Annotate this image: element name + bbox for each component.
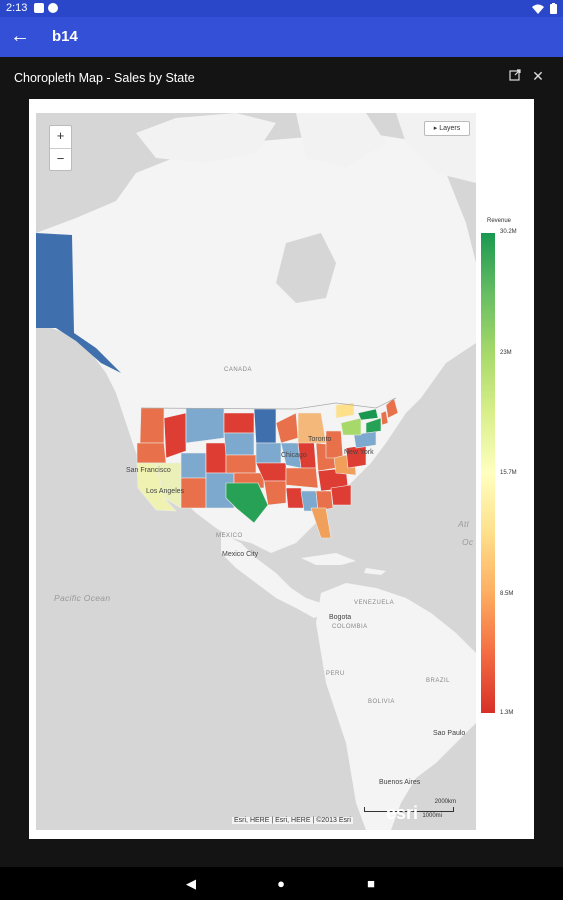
land-central-america [221, 533, 326, 618]
us-states [136, 397, 399, 539]
map-label-toronto: Toronto [308, 436, 332, 443]
open-external-icon[interactable] [505, 66, 525, 86]
panel-title: Choropleth Map - Sales by State [14, 71, 195, 85]
map-label-venezuela: VENEZUELA [354, 600, 395, 606]
android-nav-bar: ◀ ● ■ [0, 867, 563, 900]
scale-label-mi: 1000mi [422, 813, 442, 819]
state-alaska [36, 233, 121, 373]
wifi-icon [532, 4, 544, 14]
map-label-los-angeles: Los Angeles [146, 488, 185, 495]
legend-color-ramp [481, 233, 495, 713]
land-hudson-bay [276, 233, 336, 303]
legend-title: Revenue [487, 218, 512, 224]
map-label-ocean-partial: Oc [462, 537, 474, 547]
map-label-mexico: MEXICO [216, 533, 243, 539]
land-caribbean [301, 553, 386, 575]
map-attribution: Esri, HERE | Esri, HERE | ©2013 Esri [232, 817, 353, 824]
map-basemap [36, 113, 476, 830]
zoom-in-button[interactable]: + [56, 128, 65, 143]
map-label-bogota: Bogota [329, 614, 352, 621]
legend-tick-min: 1.3M [500, 710, 514, 716]
scale-bar: 2000km 1000mi [364, 799, 456, 825]
map-label-colombia: COLOMBIA [332, 624, 368, 630]
sync-icon [48, 3, 58, 13]
nav-home-icon[interactable]: ● [277, 876, 285, 891]
land-south-america [316, 583, 476, 830]
map-label-bolivia: BOLIVIA [368, 699, 395, 705]
map-label-new-york: New York [344, 449, 374, 456]
legend-tick-3: 15.7M [500, 470, 517, 476]
legend-tick-2: 23M [500, 350, 512, 356]
legend-tick-4: 8.5M [500, 591, 514, 597]
status-time: 2:13 [6, 2, 28, 14]
map-label-peru: PERU [326, 671, 345, 677]
map-label-canada: CANADA [224, 367, 253, 373]
app-bar: ← b14 [0, 17, 563, 57]
zoom-out-button[interactable]: − [50, 148, 71, 171]
map-label-atlantic-partial: Atl [458, 519, 469, 529]
map-label-buenos-aires: Buenos Aires [379, 779, 421, 786]
back-arrow-icon[interactable]: ← [10, 25, 30, 47]
app-title: b14 [52, 28, 78, 45]
scale-label-km: 2000km [434, 799, 456, 805]
map-label-brazil: BRAZIL [426, 678, 451, 684]
map-label-chicago: Chicago [281, 452, 307, 459]
land-arctic-islands [136, 113, 476, 183]
choropleth-map[interactable]: + − ▸ Layers CANADA San Francisco Los An… [36, 113, 476, 830]
notification-icon [34, 3, 44, 13]
esri-logo: esri [386, 803, 419, 823]
map-label-pacific-ocean: Pacific Ocean [54, 593, 111, 603]
map-label-mexico-city: Mexico City [222, 551, 259, 558]
zoom-control: + − [49, 125, 72, 171]
legend-tick-max: 30.2M [500, 229, 517, 235]
status-bar: 2:13 [0, 0, 563, 17]
layers-button[interactable]: ▸ Layers [424, 121, 470, 136]
map-label-san-francisco: San Francisco [126, 467, 171, 474]
close-icon[interactable]: ✕ [532, 68, 544, 84]
nav-back-icon[interactable]: ◀ [186, 876, 196, 891]
nav-recents-icon[interactable]: ■ [367, 876, 375, 891]
battery-icon [550, 3, 557, 14]
map-label-sao-paulo: Sao Paulo [433, 730, 466, 737]
